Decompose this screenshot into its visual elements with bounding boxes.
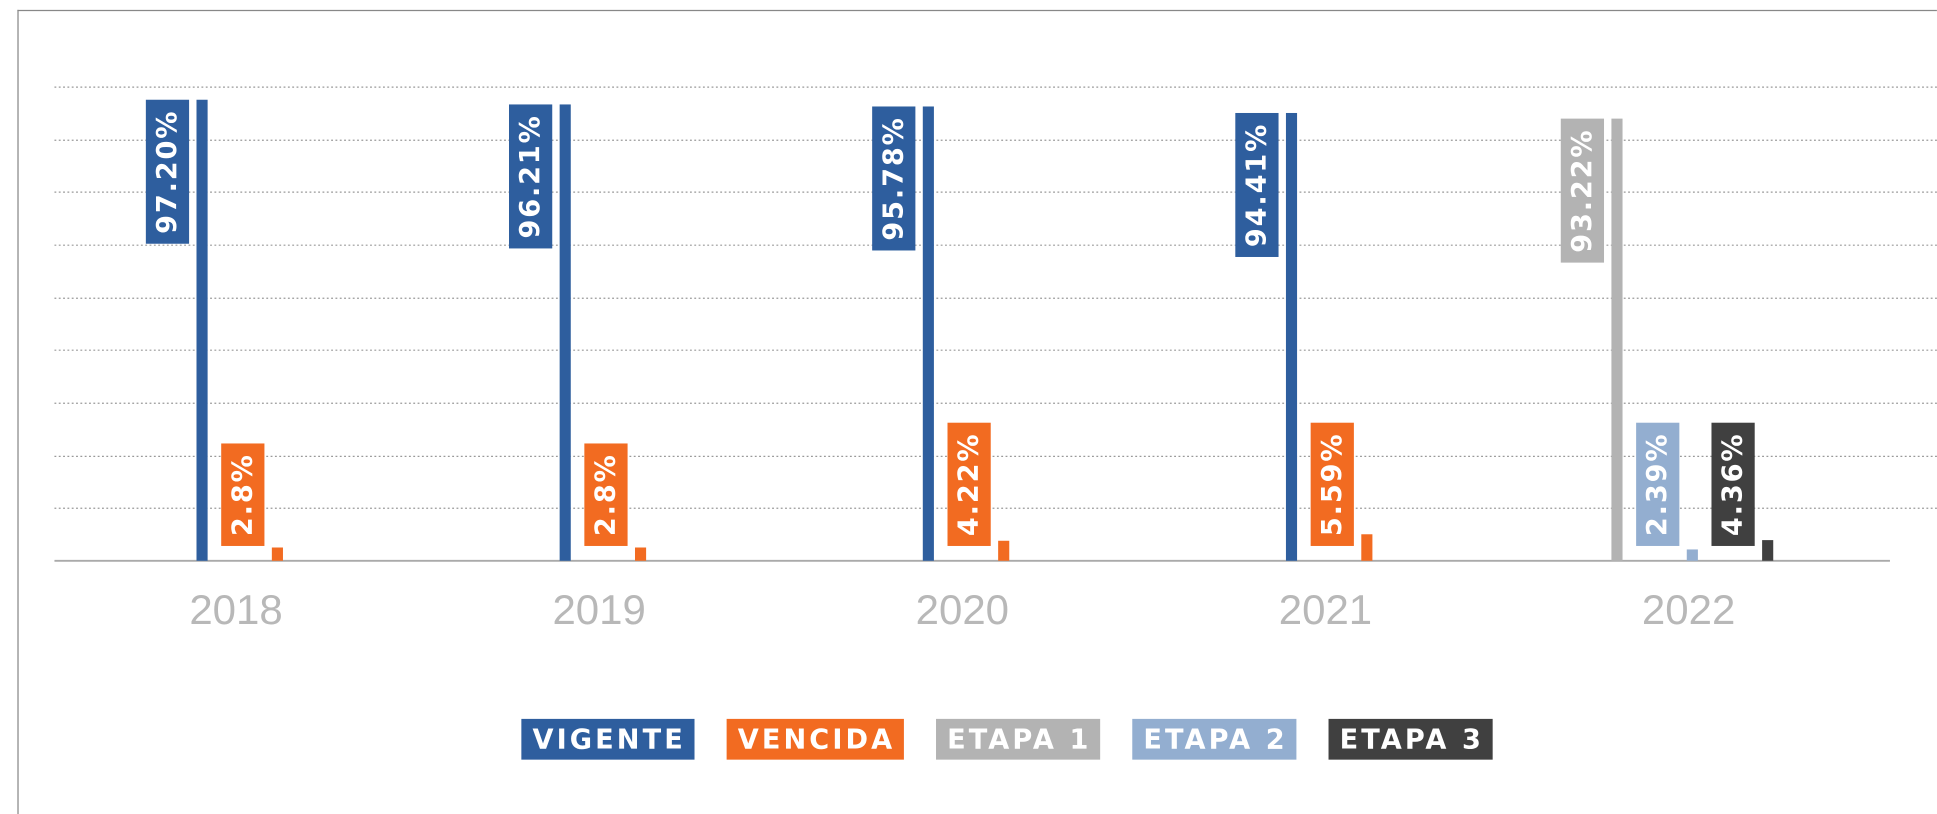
bar	[634, 547, 647, 561]
bar	[1686, 549, 1698, 561]
value-label-text: 2.39%	[1642, 433, 1673, 536]
value-label-text: 4.22%	[954, 433, 985, 536]
value-label-box	[1711, 422, 1755, 546]
value-label-box	[145, 99, 190, 244]
legend-label: VIGENTE	[532, 724, 685, 755]
bar	[196, 99, 208, 561]
bar	[922, 106, 934, 561]
value-label-text: 4.36%	[1718, 433, 1749, 536]
value-label: 93.22%	[1560, 118, 1605, 263]
legend-label: ETAPA 2	[1143, 724, 1287, 755]
value-label-box	[947, 422, 991, 546]
bar	[1285, 112, 1298, 561]
value-label: 94.41%	[1235, 112, 1279, 257]
legend-item: ETAPA 2	[1132, 718, 1297, 760]
bar	[1361, 534, 1373, 561]
value-label-box	[509, 104, 553, 249]
value-label: 96.21%	[509, 104, 553, 249]
x-tick-label: 2020	[916, 586, 1009, 633]
value-label: 4.22%	[947, 422, 991, 546]
legend-item: VENCIDA	[726, 718, 904, 760]
value-label-box	[584, 443, 628, 546]
bar	[559, 104, 571, 561]
legend-label: ETAPA 3	[1340, 724, 1484, 755]
value-label-box	[1560, 118, 1605, 263]
legend-label: VENCIDA	[738, 724, 896, 755]
value-label-box	[221, 443, 265, 546]
legend-item: ETAPA 3	[1328, 718, 1493, 760]
x-tick-label: 2018	[189, 586, 282, 633]
value-label: 5.59%	[1310, 422, 1354, 546]
legend-item: ETAPA 1	[936, 718, 1101, 760]
legend-swatch	[1328, 718, 1493, 760]
legend-swatch	[936, 718, 1101, 760]
value-label: 2.39%	[1636, 422, 1680, 546]
x-tick-label: 2021	[1279, 586, 1372, 633]
value-label-box	[1235, 112, 1279, 257]
bar	[271, 547, 283, 561]
value-label-text: 5.59%	[1317, 433, 1348, 536]
x-tick-label: 2019	[552, 586, 645, 633]
value-label-text: 2.8%	[590, 453, 621, 536]
x-tick-label: 2022	[1642, 586, 1735, 633]
value-label: 2.8%	[221, 443, 265, 546]
legend-item: VIGENTE	[521, 718, 695, 760]
value-label: 2.8%	[584, 443, 628, 546]
value-label-text: 97.20%	[152, 110, 183, 234]
legend-label: ETAPA 1	[947, 724, 1091, 755]
bar	[1611, 118, 1623, 561]
value-label-text: 2.8%	[227, 453, 258, 536]
value-label-text: 96.21%	[515, 114, 546, 238]
value-label-box	[1636, 422, 1680, 546]
value-label: 95.78%	[872, 106, 916, 251]
legend-swatch	[1132, 718, 1297, 760]
value-label: 4.36%	[1711, 422, 1755, 546]
bar	[1762, 540, 1774, 561]
legend-swatch	[726, 718, 904, 760]
value-label-box	[1310, 422, 1354, 546]
value-label: 97.20%	[145, 99, 190, 244]
value-label-text: 93.22%	[1567, 129, 1598, 253]
legend-swatch	[521, 718, 695, 760]
value-label-box	[872, 106, 916, 251]
value-label-text: 95.78%	[878, 116, 909, 240]
value-label-text: 94.41%	[1241, 123, 1272, 247]
bar	[998, 540, 1010, 561]
